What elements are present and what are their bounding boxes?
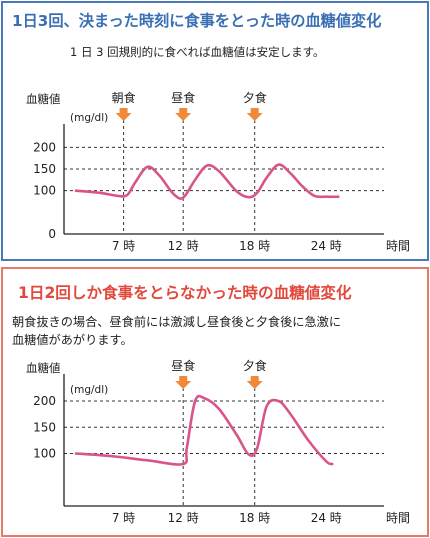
y-tick-label: 150 — [33, 162, 56, 176]
x-axis-label: 時間 — [386, 239, 410, 253]
x-tick-label: 12 時 — [168, 511, 199, 525]
meal-arrow-icon — [246, 108, 263, 121]
y-axis-unit: (mg/dl) — [70, 112, 108, 124]
x-tick-label: 18 時 — [239, 511, 270, 525]
x-axis-label: 時間 — [386, 511, 410, 525]
panel-title: 1日3回、決まった時刻に食事をとった時の血糖値変化 — [12, 12, 381, 30]
meal-label: 朝食 — [112, 90, 136, 105]
y-tick-label: 200 — [33, 394, 56, 408]
blood-sugar-curve — [74, 394, 334, 466]
chart-two-meals: 血糖値 (mg/dl) 100 150 200 昼食 夕食 7 時 12 時 18 時 24 時 時間 — [26, 358, 410, 525]
y-tick-label: 100 — [33, 447, 56, 461]
panel-description-line-1: 朝食抜きの場合、昼食前には激減し昼食後と夕食後に急激に — [12, 314, 341, 329]
y-axis-label: 血糖値 — [26, 361, 61, 375]
x-tick-label: 24 時 — [311, 239, 342, 253]
meal-arrow-icon — [246, 376, 263, 389]
chart-three-meals: 血糖値 (mg/dl) 0 100 150 200 朝食 昼食 夕食 7 時 12 時 18 時 24 … — [26, 90, 410, 253]
meal-arrow-icon — [175, 376, 192, 389]
panel-border — [1, 267, 429, 537]
y-tick-label: 0 — [48, 227, 56, 241]
panel-border — [1, 1, 429, 261]
x-tick-label: 7 時 — [112, 239, 135, 253]
meal-arrow-icon — [175, 108, 192, 121]
x-tick-label: 24 時 — [311, 511, 342, 525]
meal-label: 夕食 — [243, 90, 267, 105]
blood-sugar-curve — [74, 163, 340, 200]
y-axis-unit: (mg/dl) — [70, 384, 108, 396]
x-tick-label: 12 時 — [168, 239, 199, 253]
panel-description: 1 日 3 回規則的に食べれば血糖値は安定します。 — [70, 45, 324, 59]
y-tick-label: 150 — [33, 420, 56, 434]
panel-title: 1日2回しか食事をとらなかった時の血糖値変化 — [18, 283, 352, 302]
y-tick-label: 100 — [33, 184, 56, 198]
panel-description-line-2: 血糖値があがります。 — [12, 332, 133, 347]
y-axis-label: 血糖値 — [26, 92, 61, 106]
panel-two-meals: 1日2回しか食事をとらなかった時の血糖値変化 朝食抜きの場合、昼食前には激減し昼… — [1, 267, 429, 537]
y-tick-label: 200 — [33, 140, 56, 154]
meal-arrow-icon — [115, 108, 132, 121]
x-tick-label: 18 時 — [239, 239, 270, 253]
panel-three-meals: 1日3回、決まった時刻に食事をとった時の血糖値変化 1 日 3 回規則的に食べれ… — [1, 1, 429, 261]
meal-label: 夕食 — [243, 358, 267, 373]
x-tick-label: 7 時 — [112, 511, 135, 525]
meal-label: 昼食 — [171, 90, 195, 105]
meal-label: 昼食 — [171, 358, 195, 373]
